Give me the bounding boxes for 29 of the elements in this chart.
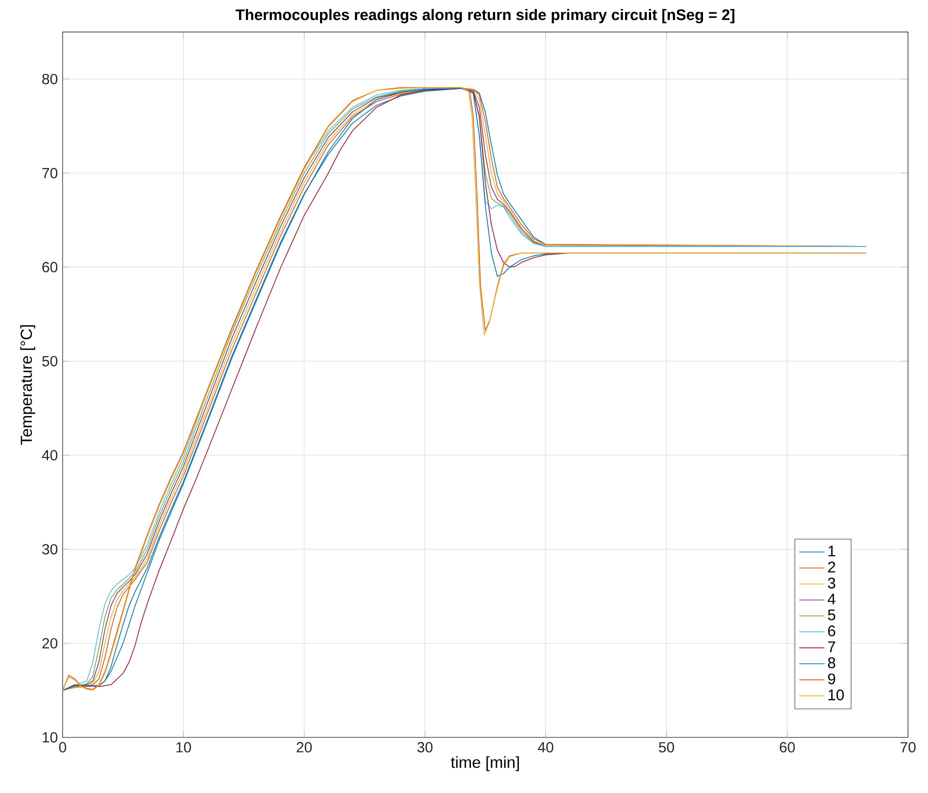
legend-label: 4 [828, 594, 836, 604]
x-tick-label: 0 [59, 742, 66, 752]
y-tick-label: 10 [42, 732, 58, 742]
x-tick-label: 70 [900, 742, 916, 752]
legend-label: 5 [828, 609, 836, 620]
legend-label: 6 [828, 625, 836, 636]
x-tick-label: 20 [296, 742, 312, 752]
legend-label: 1 [828, 546, 836, 556]
y-tick-label: 30 [42, 544, 58, 554]
x-axis-title: time [min] [450, 756, 519, 772]
y-tick-label: 80 [42, 74, 58, 84]
y-tick-label: 70 [42, 168, 58, 178]
x-tick-label: 50 [658, 742, 674, 752]
legend-label: 2 [828, 561, 836, 572]
x-tick-label: 10 [176, 742, 191, 752]
legend-label: 3 [828, 578, 836, 588]
y-tick-label: 50 [42, 356, 58, 366]
x-tick-label: 30 [417, 742, 433, 752]
x-tick-label: 60 [780, 742, 795, 752]
legend-label: 7 [828, 641, 836, 652]
legend-label: 9 [828, 673, 836, 684]
y-axis-title: Temperature [°C] [20, 325, 36, 445]
y-tick-label: 60 [42, 262, 58, 272]
y-tick-label: 40 [42, 450, 58, 460]
chart-title: Thermocouples readings along return side primary circuit [nSeg = 2] [236, 8, 734, 24]
y-tick-label: 20 [42, 638, 58, 648]
legend-label: 8 [828, 657, 836, 668]
legend-label: 10 [828, 689, 844, 700]
x-tick-label: 40 [538, 742, 554, 752]
